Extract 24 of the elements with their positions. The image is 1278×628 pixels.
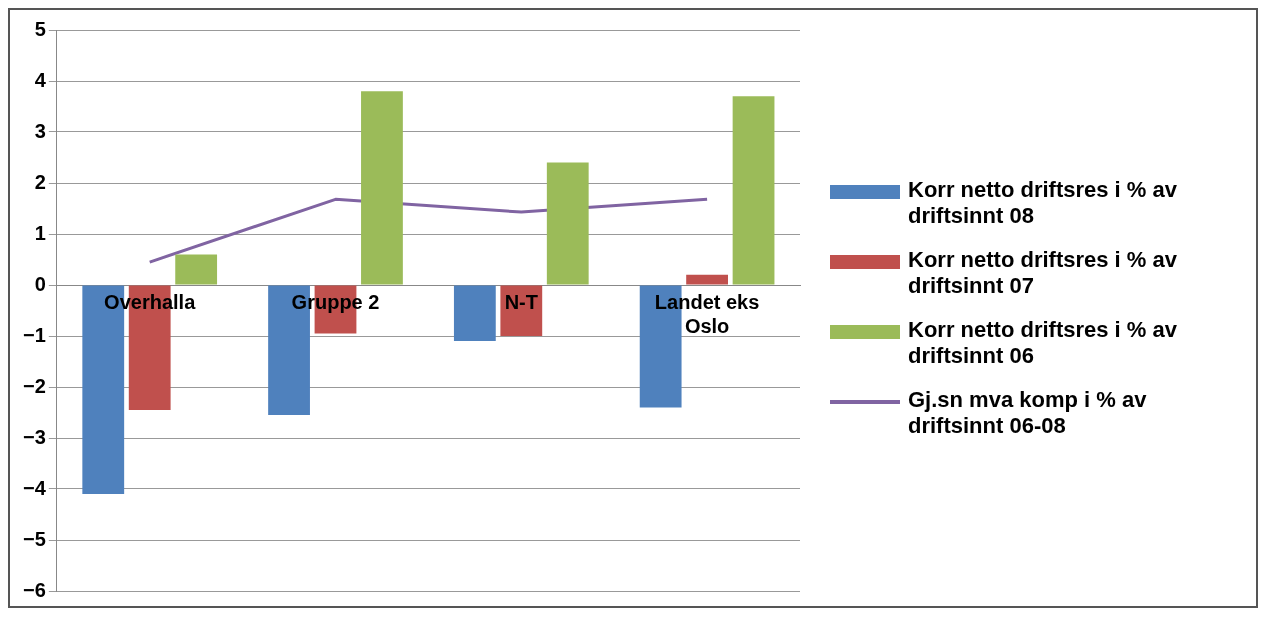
y-tick-label: −5 bbox=[22, 527, 46, 550]
y-tick-label: −6 bbox=[22, 578, 46, 601]
y-tick-label: 4 bbox=[34, 68, 47, 91]
legend-label: Gj.sn mva komp i % av driftsinnt 06-08 bbox=[908, 387, 1148, 439]
y-tick-label: −1 bbox=[22, 323, 46, 346]
y-tick-label: 5 bbox=[34, 17, 46, 40]
x-tick-label: Overhalla bbox=[104, 290, 197, 313]
y-tick-label: −4 bbox=[22, 476, 47, 499]
y-tick-label: 3 bbox=[34, 119, 46, 142]
legend-label: Korr netto driftsres i % av driftsinnt 08 bbox=[908, 177, 1178, 229]
y-tick-label: −2 bbox=[22, 374, 46, 397]
bar bbox=[453, 285, 496, 342]
legend-label: Korr netto driftsres i % av driftsinnt 06 bbox=[908, 317, 1178, 369]
bar bbox=[361, 91, 403, 285]
bar bbox=[732, 96, 775, 285]
bar bbox=[686, 274, 728, 285]
bar bbox=[175, 254, 218, 285]
y-tick-label: −3 bbox=[22, 425, 46, 448]
legend-label: Korr netto driftsres i % av driftsinnt 07 bbox=[908, 247, 1178, 299]
x-tick-label: N-T bbox=[504, 290, 538, 313]
bar bbox=[546, 162, 589, 285]
y-tick-label: 1 bbox=[34, 221, 46, 244]
y-tick-label: 2 bbox=[34, 170, 46, 193]
y-tick-label: 0 bbox=[34, 272, 46, 295]
